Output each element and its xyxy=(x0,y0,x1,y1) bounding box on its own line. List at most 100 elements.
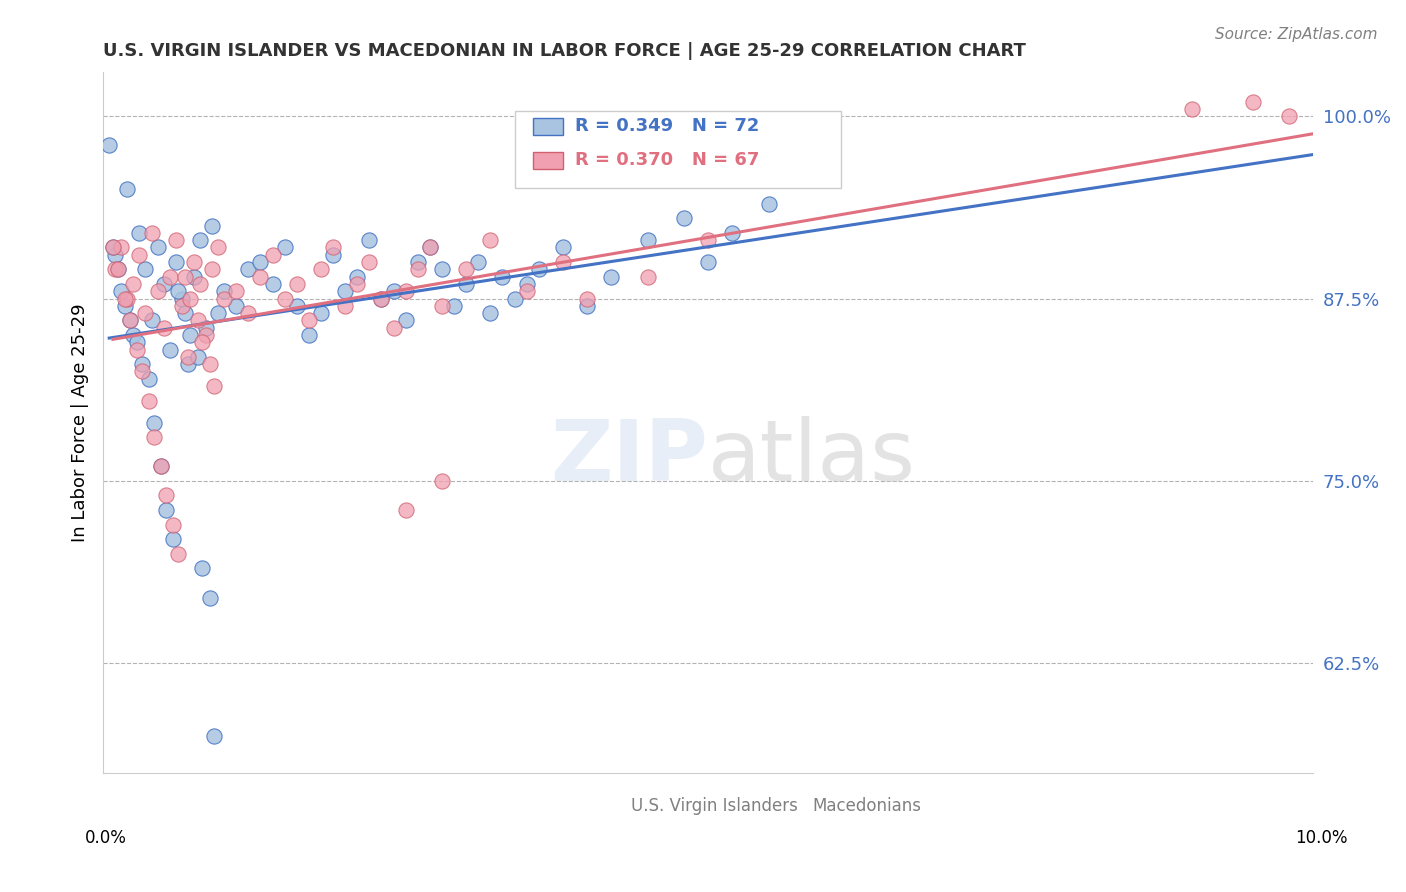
Point xyxy=(359,233,381,247)
Point xyxy=(170,299,193,313)
Point xyxy=(238,306,260,320)
Point xyxy=(146,284,169,298)
Point xyxy=(285,299,308,313)
Point xyxy=(118,313,141,327)
Point xyxy=(162,517,184,532)
Point xyxy=(128,226,150,240)
Point xyxy=(141,226,163,240)
Point xyxy=(262,248,284,262)
Point xyxy=(177,350,200,364)
Point xyxy=(238,262,260,277)
Point xyxy=(600,269,623,284)
Point xyxy=(527,262,550,277)
Point xyxy=(117,292,139,306)
Point xyxy=(370,292,392,306)
Point xyxy=(107,262,129,277)
Point xyxy=(195,328,218,343)
Point xyxy=(1278,109,1301,123)
Point xyxy=(322,248,344,262)
Point xyxy=(479,233,502,247)
Point xyxy=(174,306,197,320)
Point xyxy=(101,240,124,254)
Point xyxy=(225,284,247,298)
Point xyxy=(333,284,356,298)
Point xyxy=(122,277,145,291)
Point xyxy=(697,233,720,247)
Text: 0.0%: 0.0% xyxy=(84,829,127,847)
Point xyxy=(165,255,187,269)
Point xyxy=(204,729,226,743)
Point xyxy=(198,591,221,605)
Point xyxy=(273,240,295,254)
Point xyxy=(131,357,153,371)
Point xyxy=(134,262,156,277)
Point xyxy=(110,240,132,254)
Point xyxy=(162,532,184,546)
Point xyxy=(170,292,193,306)
Point xyxy=(131,364,153,378)
Point xyxy=(204,379,226,393)
Y-axis label: In Labor Force | Age 25-29: In Labor Force | Age 25-29 xyxy=(72,303,89,541)
Point xyxy=(491,269,513,284)
Point xyxy=(273,292,295,306)
Text: Source: ZipAtlas.com: Source: ZipAtlas.com xyxy=(1215,27,1378,42)
Point xyxy=(346,277,368,291)
Point xyxy=(262,277,284,291)
Point xyxy=(551,255,574,269)
Point xyxy=(191,561,214,575)
Point xyxy=(516,277,538,291)
Text: R = 0.370   N = 67: R = 0.370 N = 67 xyxy=(575,151,759,169)
Point xyxy=(298,328,321,343)
Point xyxy=(195,320,218,334)
Point xyxy=(333,299,356,313)
Text: U.S. Virgin Islanders: U.S. Virgin Islanders xyxy=(631,797,797,815)
Bar xyxy=(533,152,562,169)
Point xyxy=(637,233,659,247)
Point xyxy=(159,269,181,284)
Point xyxy=(551,240,574,254)
Point xyxy=(503,292,526,306)
Point xyxy=(138,393,160,408)
Point xyxy=(467,255,489,269)
Point xyxy=(118,313,141,327)
Point xyxy=(98,138,121,153)
Point xyxy=(142,430,165,444)
Point xyxy=(114,299,136,313)
Point xyxy=(456,262,478,277)
Point xyxy=(142,416,165,430)
Point xyxy=(155,503,177,517)
Point xyxy=(125,343,148,357)
Point xyxy=(395,503,418,517)
Point xyxy=(758,196,780,211)
Point xyxy=(165,233,187,247)
Text: ZIP: ZIP xyxy=(551,416,709,499)
Point xyxy=(419,240,441,254)
Point xyxy=(191,335,214,350)
Point xyxy=(346,269,368,284)
Text: atlas: atlas xyxy=(709,416,917,499)
Point xyxy=(430,474,453,488)
Point xyxy=(516,284,538,298)
Point xyxy=(249,269,271,284)
Point xyxy=(152,277,174,291)
Point xyxy=(322,240,344,254)
Point xyxy=(179,292,201,306)
Point xyxy=(1241,95,1264,109)
Point xyxy=(721,226,744,240)
Point xyxy=(174,269,197,284)
Point xyxy=(207,306,229,320)
Point xyxy=(138,372,160,386)
Point xyxy=(212,284,235,298)
Point xyxy=(177,357,200,371)
Point xyxy=(406,262,429,277)
Point xyxy=(186,313,208,327)
Point xyxy=(134,306,156,320)
Point xyxy=(249,255,271,269)
Point xyxy=(104,262,127,277)
Point xyxy=(150,459,173,474)
Point xyxy=(159,343,181,357)
Point xyxy=(225,299,247,313)
Point xyxy=(309,306,332,320)
Point xyxy=(298,313,321,327)
Point xyxy=(167,284,190,298)
